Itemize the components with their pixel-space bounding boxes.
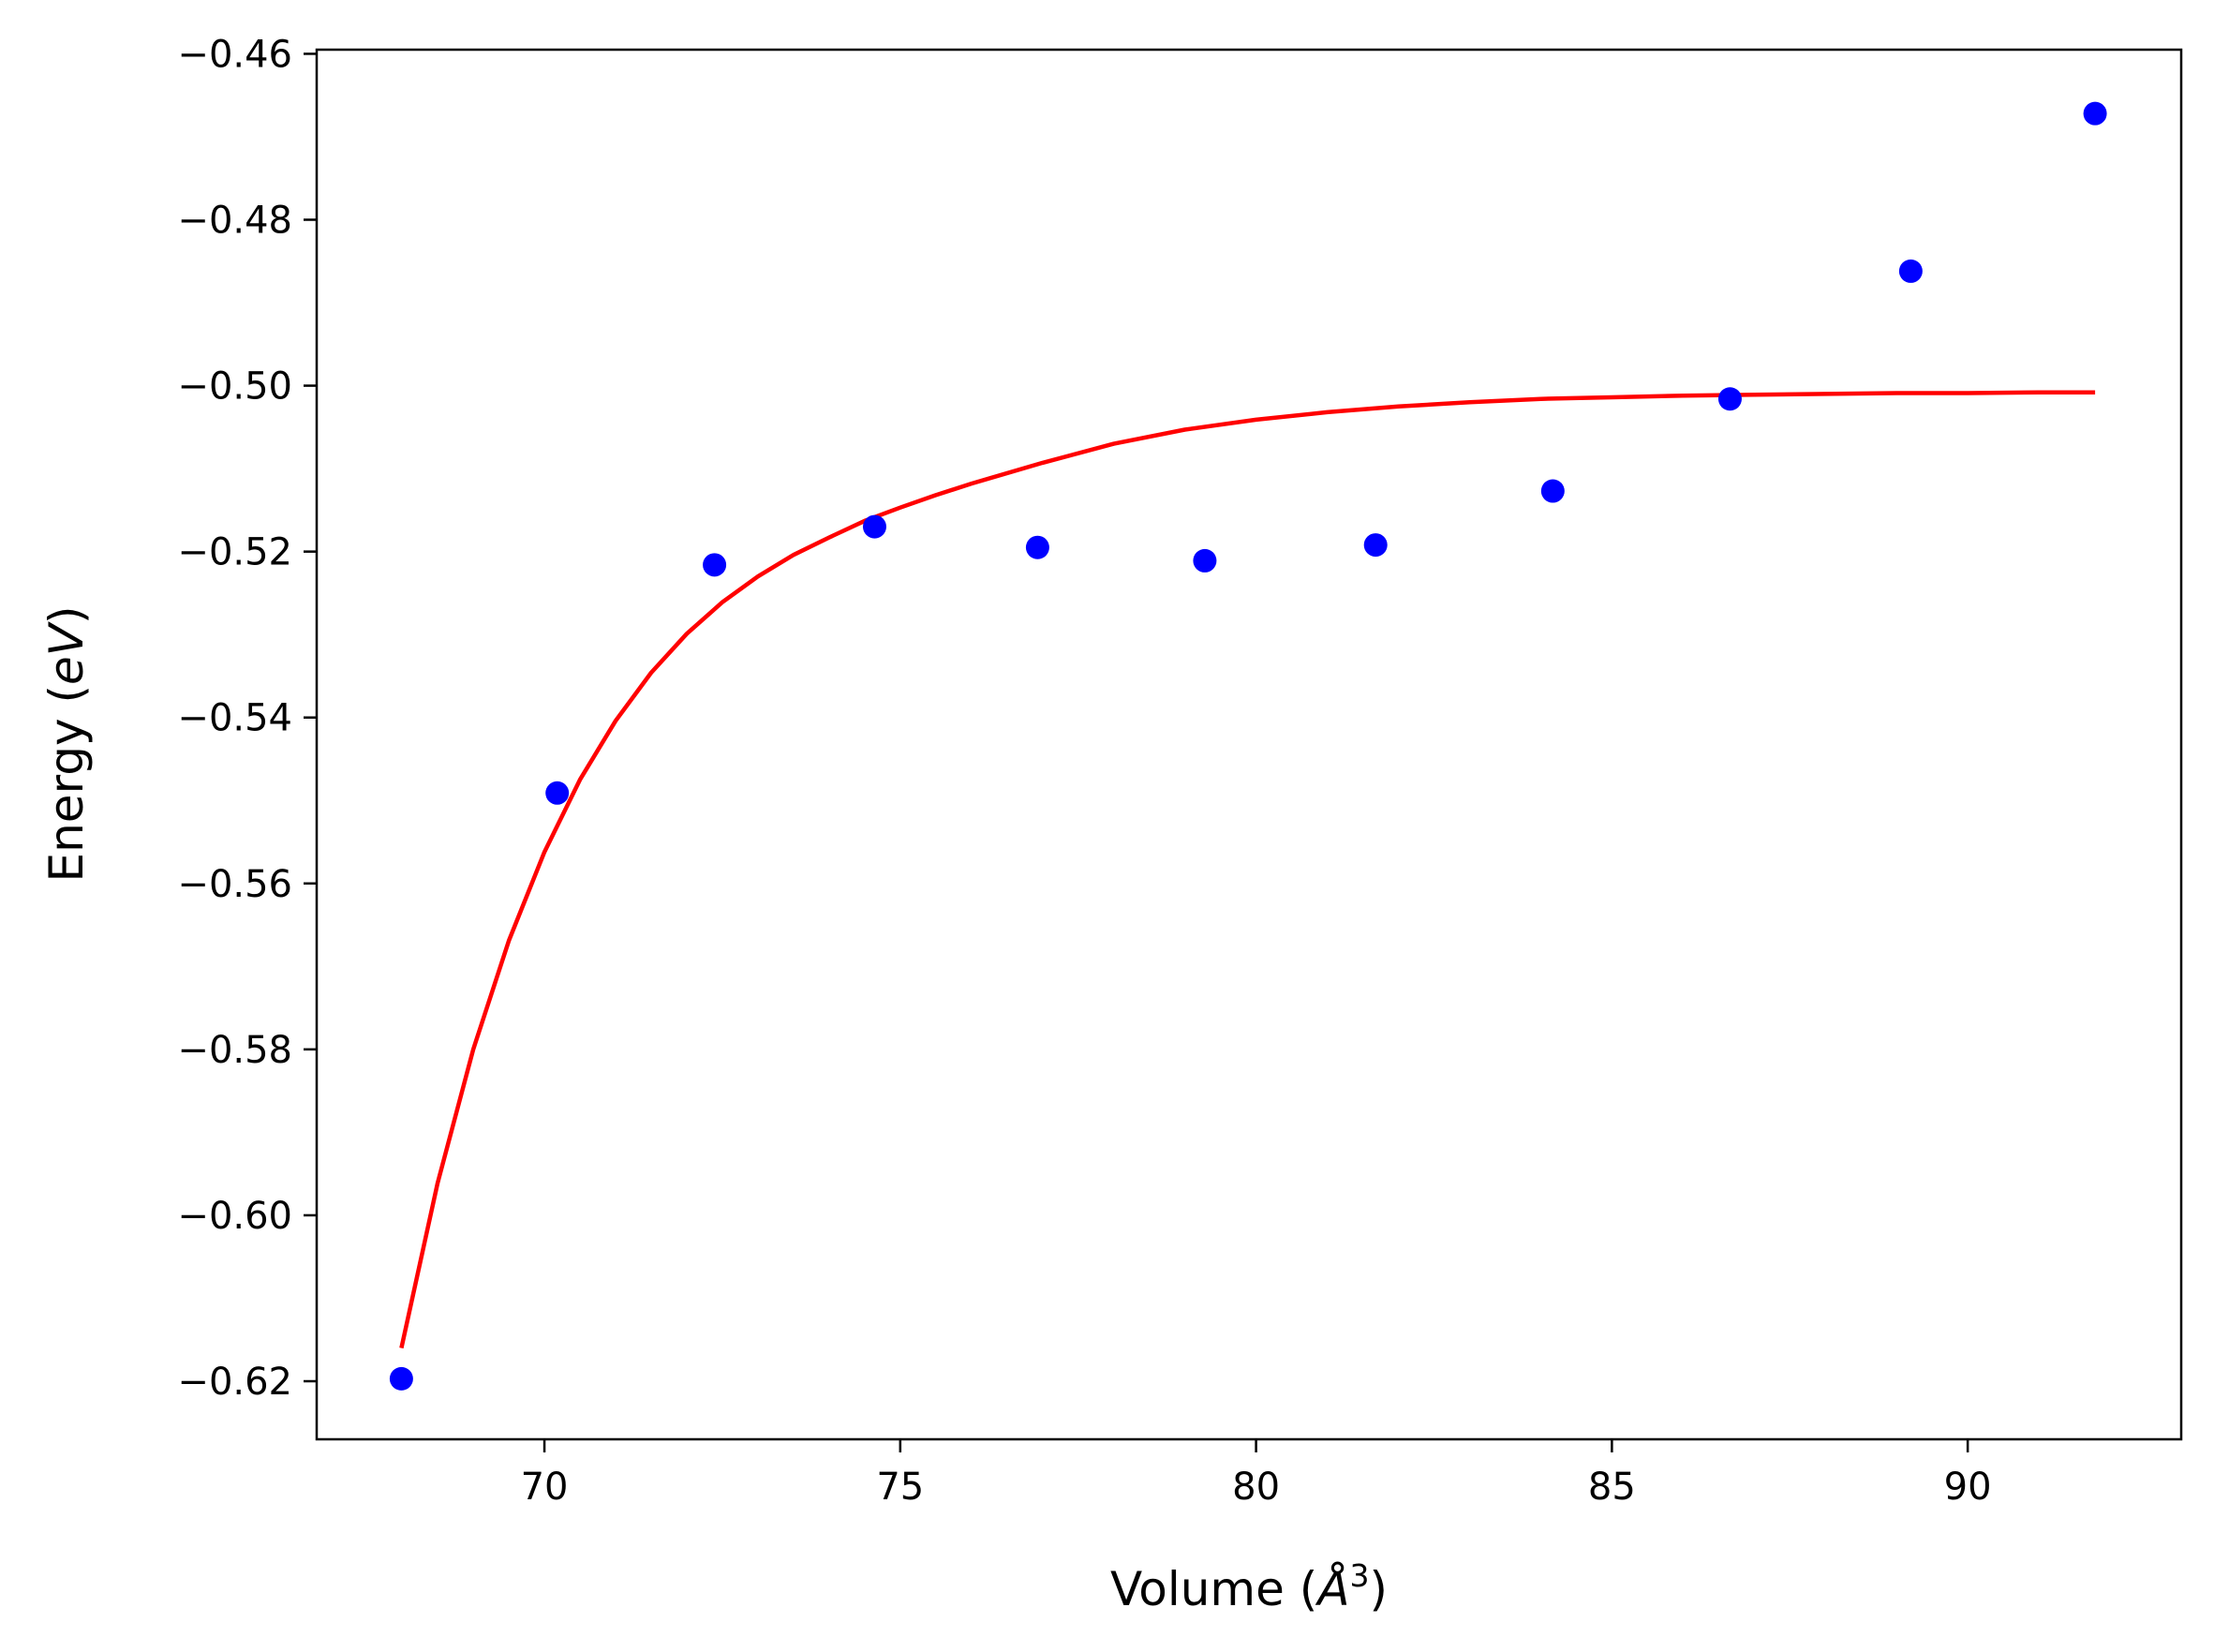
data-point <box>1540 479 1565 503</box>
y-tick-label: −0.50 <box>177 365 292 409</box>
y-tick-label: −0.46 <box>177 33 292 76</box>
data-point <box>862 514 886 539</box>
data-point <box>389 1366 413 1391</box>
data-point <box>1717 387 1742 411</box>
x-tick-label: 85 <box>1588 1466 1636 1509</box>
plot-area <box>389 101 2107 1391</box>
y-tick-label: −0.56 <box>177 863 292 906</box>
data-point <box>2083 101 2107 126</box>
y-tick-label: −0.58 <box>177 1029 292 1072</box>
x-axis-label: Volume (Å3) <box>1110 1557 1388 1616</box>
data-point <box>1025 535 1049 559</box>
data-point <box>1898 259 1923 283</box>
y-tick-label: −0.54 <box>177 697 292 740</box>
y-tick-label: −0.52 <box>177 531 292 574</box>
y-tick-label: −0.48 <box>177 200 292 243</box>
y-axis-label: Energy (eV) <box>39 606 94 883</box>
y-axis-ticks: −0.46 −0.48 −0.50 −0.52 −0.54 −0.56 −0.58 −0.60… <box>177 33 317 1404</box>
x-tick-label: 70 <box>521 1466 569 1509</box>
y-tick-label: −0.62 <box>177 1361 292 1404</box>
data-point <box>545 781 570 805</box>
x-axis-ticks: 70 75 80 85 90 <box>521 1439 1992 1509</box>
x-tick-label: 80 <box>1232 1466 1280 1509</box>
data-point <box>703 553 727 577</box>
data-point <box>1363 533 1388 558</box>
x-tick-label: 90 <box>1944 1466 1992 1509</box>
data-point <box>1193 548 1217 573</box>
axes-frame <box>315 48 2183 1441</box>
x-tick-label: 75 <box>876 1466 924 1509</box>
y-tick-label: −0.60 <box>177 1195 292 1238</box>
